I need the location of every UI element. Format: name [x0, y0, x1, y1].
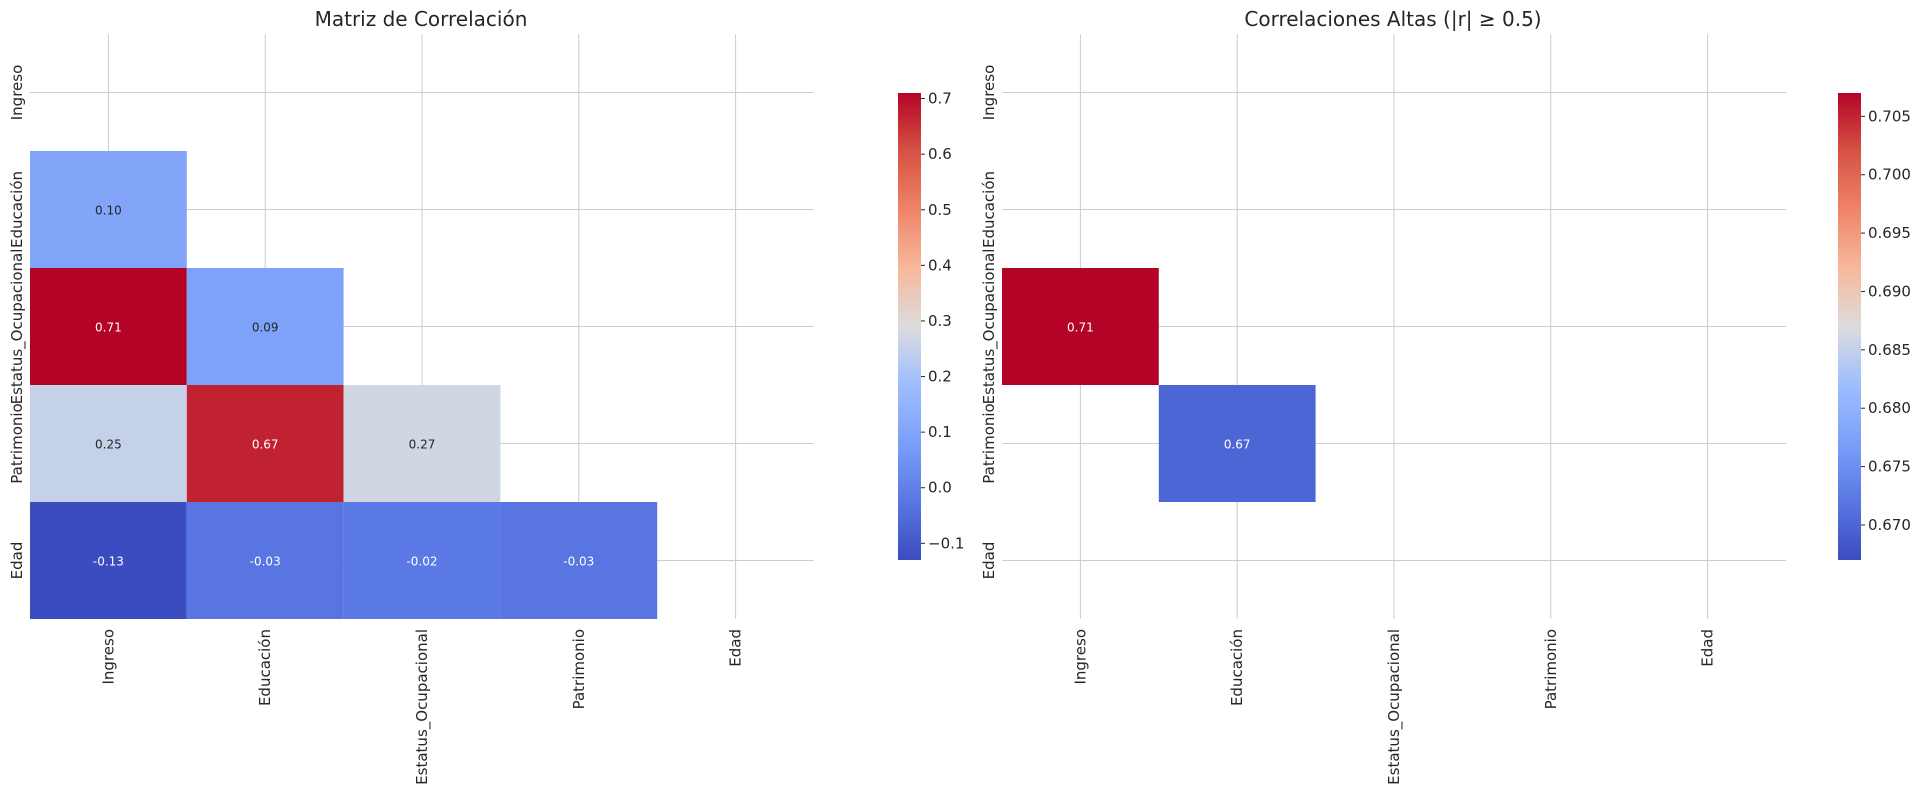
cell-value-label: 0.10	[95, 204, 122, 218]
colorbar-tick-label: 0.7	[928, 90, 952, 108]
cell-value-label: 0.71	[95, 321, 122, 335]
colorbar	[1838, 93, 1861, 560]
heatmap-cell	[30, 268, 187, 385]
x-tick-label: Estatus_Ocupacional	[1385, 629, 1404, 785]
colorbar-tick-label: 0.5	[928, 201, 952, 219]
x-tick-label: Edad	[1699, 629, 1717, 667]
heatmap-cell	[30, 151, 187, 268]
colorbar-tick-label: −0.1	[928, 534, 964, 552]
colorbar-tick-label: 0.1	[928, 423, 952, 441]
cell-value-label: -0.13	[93, 555, 124, 569]
heatmap-cell	[1002, 268, 1159, 385]
cell-value-label: 0.67	[252, 438, 279, 452]
cell-value-label: 0.09	[252, 321, 279, 335]
cell-value-label: -0.03	[250, 555, 281, 569]
colorbar-tick-label: 0.675	[1868, 458, 1911, 476]
y-tick-label: Educación	[8, 171, 26, 248]
colorbar-tick-label: 0.695	[1868, 224, 1911, 242]
cell-value-label: 0.67	[1224, 438, 1251, 452]
heatmap-panel-high: Correlaciones Altas (|r| ≥ 0.5) 0.71 0.67…	[980, 7, 1911, 785]
heatmap-cell	[1158, 385, 1316, 502]
colorbar-tick-label: 0.4	[928, 256, 952, 274]
heatmap-cell	[343, 502, 501, 619]
cell-value-label: 0.71	[1067, 321, 1094, 335]
colorbar-tick-label: 0.6	[928, 145, 952, 163]
y-tick-label: Estatus_Ocupacional	[980, 249, 999, 405]
y-tick-label: Educación	[980, 171, 998, 248]
y-tick-label: Estatus_Ocupacional	[8, 249, 27, 405]
heatmap-cell	[186, 268, 344, 385]
colorbar-tick-label: 0.685	[1868, 341, 1911, 359]
x-tick-label: Edad	[727, 629, 745, 667]
x-tick-label: Educación	[1228, 629, 1246, 706]
x-tick-label: Ingreso	[1071, 629, 1089, 685]
cell-value-label: 0.27	[409, 438, 436, 452]
chart-title: Matriz de Correlación	[315, 7, 528, 31]
cell-value-label: 0.25	[95, 438, 122, 452]
colorbar-tick-label: 0.670	[1868, 516, 1911, 534]
x-tick-label: Ingreso	[99, 629, 117, 685]
heatmap-cell	[186, 385, 344, 502]
colorbar-tick-label: 0.3	[928, 312, 952, 330]
y-tick-label: Patrimonio	[980, 403, 998, 483]
heatmap-cell	[186, 502, 344, 619]
x-tick-label: Estatus_Ocupacional	[413, 629, 432, 785]
heatmap-panel-full: Matriz de Correlación 0.10 0.71 0.09 0.25 0.…	[8, 7, 964, 785]
colorbar-tick-label: 0.700	[1868, 166, 1911, 184]
y-tick-label: Patrimonio	[8, 403, 26, 483]
colorbar	[898, 93, 921, 560]
heatmap-cell	[500, 502, 658, 619]
y-tick-label: Edad	[8, 542, 26, 580]
x-tick-label: Patrimonio	[570, 629, 588, 709]
y-tick-label: Edad	[980, 542, 998, 580]
x-tick-label: Educación	[256, 629, 274, 706]
colorbar-tick-label: 0.690	[1868, 282, 1911, 300]
heatmap-cell	[343, 385, 501, 502]
cell-value-label: -0.02	[406, 555, 437, 569]
colorbar-tick-label: 0.680	[1868, 399, 1911, 417]
heatmap-cell	[30, 502, 187, 619]
colorbar-tick-label: 0.705	[1868, 107, 1911, 125]
chart-title: Correlaciones Altas (|r| ≥ 0.5)	[1244, 7, 1541, 31]
heatmap-cell	[30, 385, 187, 502]
y-tick-label: Ingreso	[8, 65, 26, 121]
colorbar-tick-label: 0.2	[928, 368, 952, 386]
colorbar-tick-label: 0.0	[928, 479, 952, 497]
x-tick-label: Patrimonio	[1542, 629, 1560, 709]
y-tick-label: Ingreso	[980, 65, 998, 121]
cell-value-label: -0.03	[563, 555, 594, 569]
